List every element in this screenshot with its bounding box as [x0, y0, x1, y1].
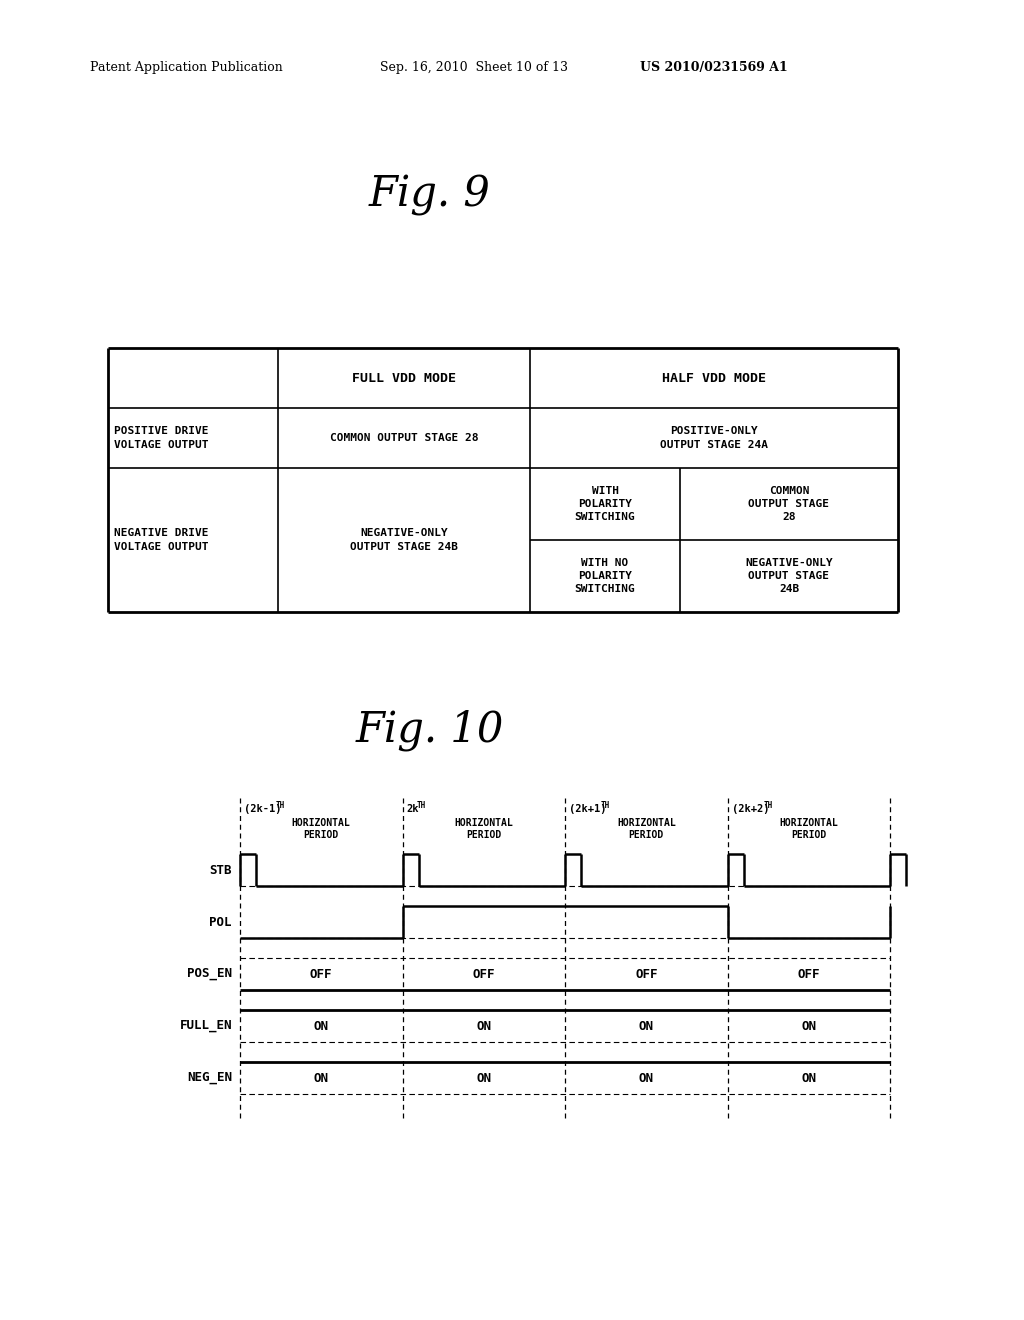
Text: Sep. 16, 2010  Sheet 10 of 13: Sep. 16, 2010 Sheet 10 of 13 [380, 62, 568, 74]
Text: TH: TH [417, 801, 426, 810]
Text: (2k+2): (2k+2) [731, 804, 769, 814]
Text: NEG_EN: NEG_EN [187, 1072, 232, 1085]
Text: POSITIVE-ONLY
OUTPUT STAGE 24A: POSITIVE-ONLY OUTPUT STAGE 24A [660, 426, 768, 450]
Text: ON: ON [639, 1019, 653, 1032]
Text: ON: ON [313, 1072, 329, 1085]
Text: OFF: OFF [635, 968, 657, 981]
Text: OFF: OFF [472, 968, 495, 981]
Text: HORIZONTAL
PERIOD: HORIZONTAL PERIOD [616, 818, 676, 840]
Text: OFF: OFF [310, 968, 333, 981]
Text: NEGATIVE DRIVE
VOLTAGE OUTPUT: NEGATIVE DRIVE VOLTAGE OUTPUT [114, 528, 209, 552]
Text: HORIZONTAL
PERIOD: HORIZONTAL PERIOD [292, 818, 350, 840]
Text: ON: ON [801, 1019, 816, 1032]
Text: TH: TH [275, 801, 285, 810]
Text: TH: TH [601, 801, 610, 810]
Text: NEGATIVE-ONLY
OUTPUT STAGE
24B: NEGATIVE-ONLY OUTPUT STAGE 24B [745, 558, 833, 594]
Text: WITH NO
POLARITY
SWITCHING: WITH NO POLARITY SWITCHING [574, 558, 635, 594]
Text: POL: POL [210, 916, 232, 928]
Text: TH: TH [763, 801, 772, 810]
Text: WITH
POLARITY
SWITCHING: WITH POLARITY SWITCHING [574, 486, 635, 523]
Text: Fig. 9: Fig. 9 [369, 174, 490, 216]
Text: POS_EN: POS_EN [187, 968, 232, 981]
Text: HALF VDD MODE: HALF VDD MODE [662, 371, 766, 384]
Text: FULL VDD MODE: FULL VDD MODE [352, 371, 456, 384]
Text: ON: ON [801, 1072, 816, 1085]
Text: POSITIVE DRIVE
VOLTAGE OUTPUT: POSITIVE DRIVE VOLTAGE OUTPUT [114, 426, 209, 450]
Text: ON: ON [476, 1019, 492, 1032]
Text: (2k-1): (2k-1) [244, 804, 282, 814]
Text: ON: ON [313, 1019, 329, 1032]
Text: STB: STB [210, 863, 232, 876]
Text: Patent Application Publication: Patent Application Publication [90, 62, 283, 74]
Text: NEGATIVE-ONLY
OUTPUT STAGE 24B: NEGATIVE-ONLY OUTPUT STAGE 24B [350, 528, 458, 552]
Text: US 2010/0231569 A1: US 2010/0231569 A1 [640, 62, 787, 74]
Text: COMMON
OUTPUT STAGE
28: COMMON OUTPUT STAGE 28 [749, 486, 829, 523]
Text: HORIZONTAL
PERIOD: HORIZONTAL PERIOD [455, 818, 513, 840]
Text: ON: ON [476, 1072, 492, 1085]
Text: Fig. 10: Fig. 10 [355, 709, 504, 751]
Text: 2k: 2k [407, 804, 419, 814]
Text: OFF: OFF [798, 968, 820, 981]
Text: ON: ON [639, 1072, 653, 1085]
Text: FULL_EN: FULL_EN [179, 1019, 232, 1032]
Text: COMMON OUTPUT STAGE 28: COMMON OUTPUT STAGE 28 [330, 433, 478, 444]
Text: (2k+1): (2k+1) [569, 804, 606, 814]
Text: HORIZONTAL
PERIOD: HORIZONTAL PERIOD [779, 818, 838, 840]
